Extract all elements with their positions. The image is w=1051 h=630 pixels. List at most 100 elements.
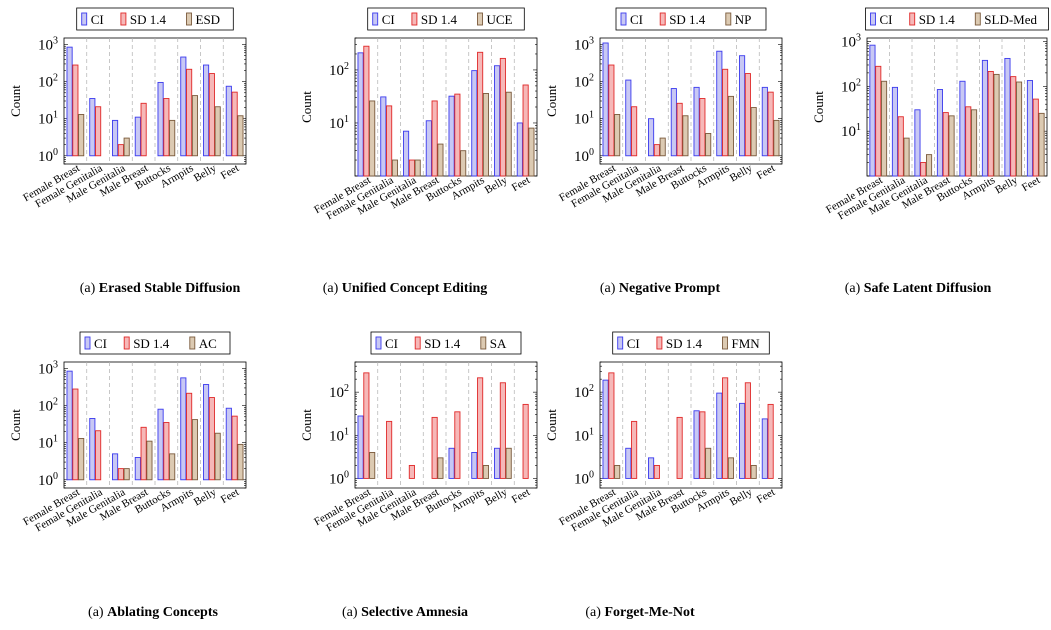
bar-sd-1-4-belly: [744, 73, 751, 157]
bar-ac-female-breast: [78, 438, 85, 481]
bar-sd-1-4-male-breast: [431, 100, 438, 177]
bar-sd-1-4-male-breast: [140, 426, 147, 481]
bar-ci-belly: [739, 402, 746, 479]
bar-sd-1-4-male-breast: [942, 112, 949, 177]
bar-sd-1-4-buttocks: [163, 98, 170, 157]
x-tick-label: Belly: [483, 174, 510, 197]
legend-label-sd-1-4: SD 1.4: [421, 12, 458, 27]
bar-np-female-breast: [614, 114, 621, 157]
bar-ci-armpits: [471, 70, 478, 177]
bar-sd-1-4-belly: [208, 73, 215, 157]
bar-esd-armpits: [191, 95, 198, 157]
caption-title: Forget-Me-Not: [604, 605, 695, 620]
legend-label-sa: SA: [490, 336, 507, 351]
bar-sd-1-4-feet: [231, 415, 238, 481]
bar-fmn-female-breast: [614, 464, 621, 479]
y-tick-label: 100: [38, 147, 58, 165]
bar-ci-male-genitalia: [648, 118, 655, 157]
caption-prefix: (a): [585, 605, 604, 620]
bar-np-feet: [773, 119, 780, 157]
bar-ci-armpits: [180, 56, 187, 157]
legend-swatch-ci: [617, 336, 624, 350]
bar-sd-1-4-belly: [744, 382, 751, 479]
caption-title: Selective Amnesia: [361, 605, 468, 620]
caption-prefix: (a): [600, 281, 619, 296]
y-tick-label: 101: [329, 114, 349, 132]
bar-fmn-belly: [750, 464, 757, 479]
bar-ci-female-genitalia: [891, 86, 898, 177]
bar-sa-female-breast: [369, 452, 376, 479]
bar-ci-male-breast: [134, 456, 141, 481]
legend-swatch-uce: [477, 12, 483, 26]
bar-ci-buttocks: [693, 410, 700, 479]
bar-uce-male-genitalia: [414, 159, 421, 177]
legend-swatch-ci: [372, 12, 379, 26]
bar-ci-male-genitalia: [112, 453, 119, 481]
chart-caption: (a) Negative Prompt: [600, 281, 721, 296]
caption-title: Safe Latent Diffusion: [864, 281, 992, 296]
x-tick-label: Feet: [755, 486, 777, 506]
y-tick-label: 102: [574, 383, 594, 401]
bar-esd-female-breast: [78, 114, 85, 157]
y-tick-label: 101: [574, 426, 594, 444]
legend-swatch-ci: [620, 12, 627, 26]
bar-sd-1-4-feet: [1032, 98, 1039, 177]
bar-sd-1-4-female-genitalia: [631, 106, 638, 157]
legend-swatch-sd-1-4: [414, 336, 421, 350]
y-axis-label: Count: [299, 409, 314, 441]
legend-box: [367, 7, 525, 31]
bar-sd-1-4-buttocks: [699, 411, 706, 479]
y-tick-label: 101: [841, 122, 861, 140]
bar-ci-female-breast: [66, 46, 73, 157]
legend-label-ci: CI: [94, 336, 107, 351]
bar-uce-buttocks: [460, 150, 467, 177]
bar-ci-male-genitalia: [648, 457, 655, 479]
bar-ci-feet: [225, 407, 232, 481]
chart-caption: (a) Erased Stable Diffusion: [80, 281, 241, 296]
x-tick-label: Belly: [192, 486, 219, 509]
bar-sd-1-4-feet: [522, 403, 529, 479]
bar-uce-armpits: [482, 93, 489, 177]
bar-ci-buttocks: [693, 86, 700, 157]
bar-sd-1-4-male-breast: [140, 102, 147, 157]
legend-swatch-sld-med: [974, 12, 981, 26]
bar-sd-1-4-feet: [767, 91, 774, 157]
bar-sd-1-4-female-genitalia: [386, 105, 393, 177]
bar-uce-female-genitalia: [391, 159, 398, 177]
legend-label-sd-1-4: SD 1.4: [666, 336, 703, 351]
bar-ci-armpits: [180, 377, 187, 481]
y-tick-label: 101: [574, 110, 594, 128]
caption-title: Negative Prompt: [619, 281, 721, 296]
bar-ac-male-genitalia: [123, 468, 130, 481]
bar-sd-1-4-male-breast: [676, 102, 683, 157]
bar-ci-female-breast: [602, 379, 609, 479]
legend: CI SD 1.4 AC: [79, 331, 231, 355]
x-tick-label: Feet: [755, 162, 777, 182]
bar-sd-1-4-armpits: [722, 377, 729, 479]
bar-sd-1-4-female-breast: [72, 388, 79, 481]
bar-np-buttocks: [705, 132, 712, 157]
bar-ci-male-breast: [425, 120, 432, 177]
legend: CI SD 1.4 SA: [370, 331, 522, 355]
bar-sd-1-4-feet: [767, 403, 774, 479]
bar-ci-feet: [516, 122, 523, 177]
bar-sd-1-4-male-breast: [676, 416, 683, 479]
x-tick-label: Feet: [510, 174, 532, 194]
y-tick-label: 103: [38, 360, 58, 378]
bar-ci-belly: [494, 65, 501, 177]
chart-caption: (a) Forget-Me-Not: [585, 605, 695, 620]
legend-box: [76, 7, 234, 31]
bar-sd-1-4-female-breast: [72, 64, 79, 157]
bar-ac-belly: [214, 432, 221, 481]
legend-swatch-fmn: [722, 336, 728, 350]
y-tick-label: 102: [329, 383, 349, 401]
bar-ci-female-genitalia: [89, 418, 96, 481]
bar-ci-female-breast: [869, 44, 876, 177]
caption-prefix: (a): [342, 605, 361, 620]
bar-sd-1-4-female-breast: [363, 45, 370, 177]
